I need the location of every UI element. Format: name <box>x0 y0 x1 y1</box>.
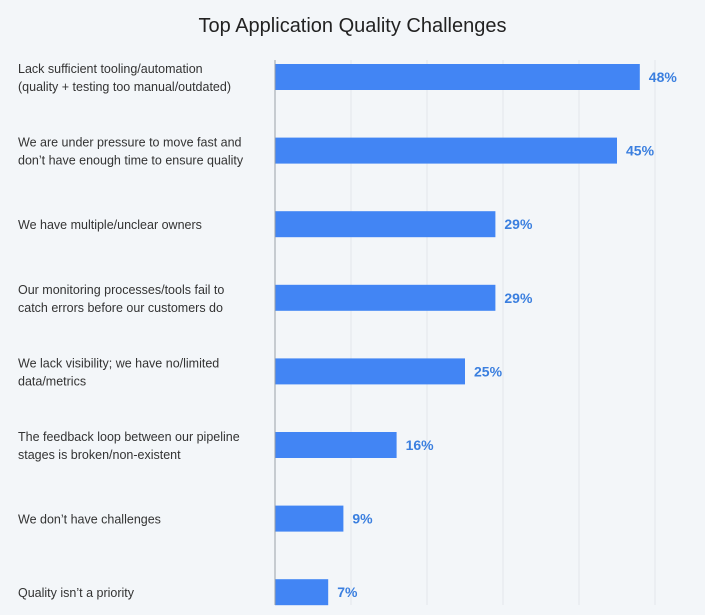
category-label: Lack sufficient tooling/automation (quali… <box>18 62 231 94</box>
bar <box>275 137 617 164</box>
category-label: The feedback loop between our pipeline st… <box>18 430 240 462</box>
category-label-line: We lack visibility; we have no/limited <box>18 356 219 370</box>
value-label: 16% <box>406 437 435 453</box>
value-label: 9% <box>352 511 373 527</box>
value-label: 29% <box>504 290 533 306</box>
bar <box>275 432 397 458</box>
category-label: We lack visibility; we have no/limited da… <box>18 356 219 388</box>
chart-title: Top Application Quality Challenges <box>198 15 507 37</box>
bar <box>275 284 496 311</box>
category-label-line: We are under pressure to move fast and <box>18 136 242 150</box>
category-label-line: Quality isn’t a priority <box>18 586 135 600</box>
category-label-line: stages is broken/non-existent <box>18 448 181 462</box>
value-label: 45% <box>626 143 655 159</box>
category-label: Quality isn’t a priority <box>18 586 135 600</box>
bar <box>275 505 344 532</box>
category-label: We are under pressure to move fast and do… <box>18 136 244 168</box>
bar <box>275 211 496 238</box>
category-label: We don’t have challenges <box>18 513 161 527</box>
category-label-line: Our monitoring processes/tools fail to <box>18 283 224 297</box>
gridlines <box>350 60 656 605</box>
category-label-line: catch errors before our customers do <box>18 301 223 315</box>
value-label: 25% <box>474 363 503 379</box>
bars <box>275 64 640 606</box>
bar <box>275 358 465 385</box>
category-label-line: We have multiple/unclear owners <box>18 218 202 232</box>
value-label: 29% <box>504 216 533 232</box>
category-label-line: Lack sufficient tooling/automation <box>18 62 203 76</box>
category-label: Our monitoring processes/tools fail to ca… <box>18 283 224 315</box>
category-label-line: data/metrics <box>18 374 86 388</box>
category-label-line: don’t have enough time to ensure quality <box>18 154 244 168</box>
value-label: 48% <box>649 69 678 85</box>
category-label-line: We don’t have challenges <box>18 513 161 527</box>
category-labels: Lack sufficient tooling/automation (quali… <box>18 62 244 600</box>
bar <box>275 64 640 90</box>
category-label-line: The feedback loop between our pipeline <box>18 430 240 444</box>
bar <box>275 579 329 606</box>
category-label: We have multiple/unclear owners <box>18 218 202 232</box>
value-labels: 48% 45% 29% 29% 25% 16% 9% 7% <box>337 69 677 600</box>
value-label: 7% <box>337 584 358 600</box>
category-label-line: (quality + testing too manual/outdated) <box>18 80 231 94</box>
